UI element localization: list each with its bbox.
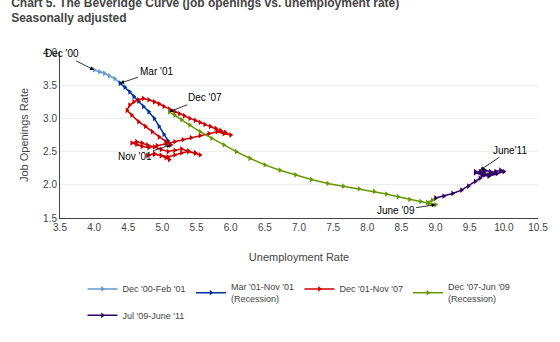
svg-text:4.0: 4.0	[43, 47, 57, 58]
svg-text:3.5: 3.5	[53, 222, 67, 233]
svg-text:Job Openings Rate: Job Openings Rate	[18, 88, 30, 182]
svg-text:Chart 5. The Beveridge Curve (: Chart 5. The Beveridge Curve (job openin…	[11, 0, 399, 25]
svg-text:6.0: 6.0	[224, 222, 238, 233]
svg-text:8.0: 8.0	[360, 222, 374, 233]
svg-text:Dec '07: Dec '07	[188, 92, 222, 103]
svg-text:2.0: 2.0	[43, 179, 57, 190]
svg-text:Mar '01-Nov '01(Recession): Mar '01-Nov '01(Recession)	[231, 282, 294, 304]
svg-text:June '09: June '09	[377, 205, 415, 216]
svg-text:4.0: 4.0	[87, 222, 101, 233]
svg-text:9.5: 9.5	[463, 222, 477, 233]
svg-text:1.5: 1.5	[43, 213, 57, 224]
svg-text:7.0: 7.0	[292, 222, 306, 233]
svg-text:Nov '01: Nov '01	[118, 151, 152, 162]
svg-text:June'11: June'11	[493, 145, 527, 156]
svg-text:Dec '00: Dec '00	[45, 48, 79, 59]
svg-text:Dec '07-Jun '09(Recession): Dec '07-Jun '09(Recession)	[448, 282, 510, 304]
svg-text:Dec '01-Nov '07: Dec '01-Nov '07	[339, 284, 402, 294]
svg-text:9.0: 9.0	[429, 222, 443, 233]
svg-text:Dec '00-Feb '01: Dec '00-Feb '01	[123, 284, 186, 294]
svg-text:6.5: 6.5	[258, 222, 272, 233]
svg-text:8.5: 8.5	[394, 222, 408, 233]
svg-text:7.5: 7.5	[326, 222, 340, 233]
svg-text:10.0: 10.0	[494, 222, 514, 233]
svg-text:Jul '09-June '11: Jul '09-June '11	[123, 311, 185, 321]
svg-text:10.5: 10.5	[528, 222, 548, 233]
svg-text:5.5: 5.5	[190, 222, 204, 233]
svg-text:5.0: 5.0	[155, 222, 169, 233]
svg-text:2.5: 2.5	[43, 146, 57, 157]
svg-text:4.5: 4.5	[121, 222, 135, 233]
svg-text:Unemployment Rate: Unemployment Rate	[249, 251, 349, 263]
svg-text:Mar '01: Mar '01	[140, 66, 173, 77]
svg-text:3.5: 3.5	[43, 80, 57, 91]
svg-text:3.0: 3.0	[43, 113, 57, 124]
